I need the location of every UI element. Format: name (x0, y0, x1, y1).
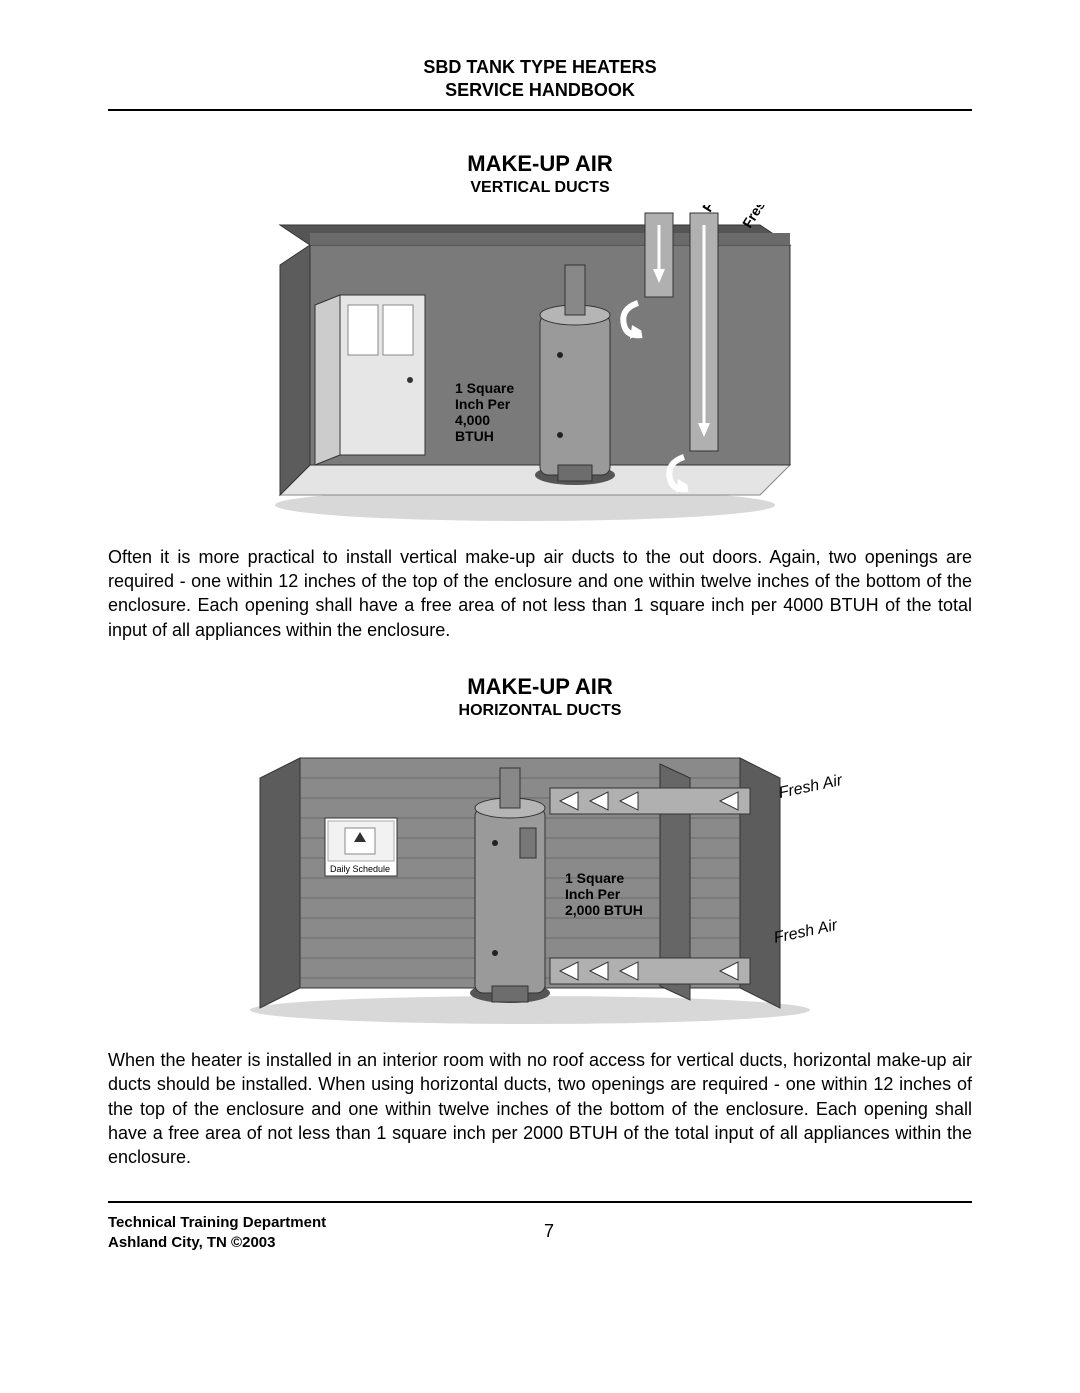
figure-vertical-ducts: Fresh Air Fresh Air 1 Square Inch Per 4,… (108, 205, 972, 525)
fig2-caption-l3: 2,000 BTUH (565, 902, 643, 918)
fig1-caption-l1: 1 Square (455, 380, 514, 396)
header-line-1: SBD TANK TYPE HEATERS (108, 56, 972, 79)
footer-left: Technical Training Department Ashland Ci… (108, 1213, 326, 1252)
schedule-label: Daily Schedule (330, 864, 390, 874)
section2-title: MAKE-UP AIR (108, 674, 972, 700)
fresh-air-label-4: Fresh Air (772, 917, 839, 947)
fresh-air-label-3: Fresh Air (777, 772, 844, 802)
fig1-caption-l4: BTUH (455, 428, 494, 444)
section2-paragraph: When the heater is installed in an inter… (108, 1048, 972, 1169)
footer-page-number: 7 (326, 1213, 772, 1242)
section1-subtitle: VERTICAL DUCTS (108, 179, 972, 197)
section2-subtitle: HORIZONTAL DUCTS (108, 702, 972, 720)
page-footer: Technical Training Department Ashland Ci… (108, 1201, 972, 1252)
vertical-ducts-diagram: Fresh Air Fresh Air 1 Square Inch Per 4,… (260, 205, 820, 525)
fig2-caption-l1: 1 Square (565, 870, 624, 886)
section1-title: MAKE-UP AIR (108, 151, 972, 177)
section1-paragraph: Often it is more practical to install ve… (108, 545, 972, 642)
document-header: SBD TANK TYPE HEATERS SERVICE HANDBOOK (108, 56, 972, 111)
fig2-caption-l2: Inch Per (565, 886, 621, 902)
header-line-2: SERVICE HANDBOOK (108, 79, 972, 102)
horizontal-ducts-diagram: Daily Schedule Fresh Air F (220, 728, 860, 1028)
footer-city: Ashland City, TN ©2003 (108, 1233, 326, 1253)
footer-dept: Technical Training Department (108, 1213, 326, 1233)
figure-horizontal-ducts: Daily Schedule Fresh Air F (108, 728, 972, 1028)
fig1-caption-l3: 4,000 (455, 412, 490, 428)
fig1-caption-l2: Inch Per (455, 396, 511, 412)
